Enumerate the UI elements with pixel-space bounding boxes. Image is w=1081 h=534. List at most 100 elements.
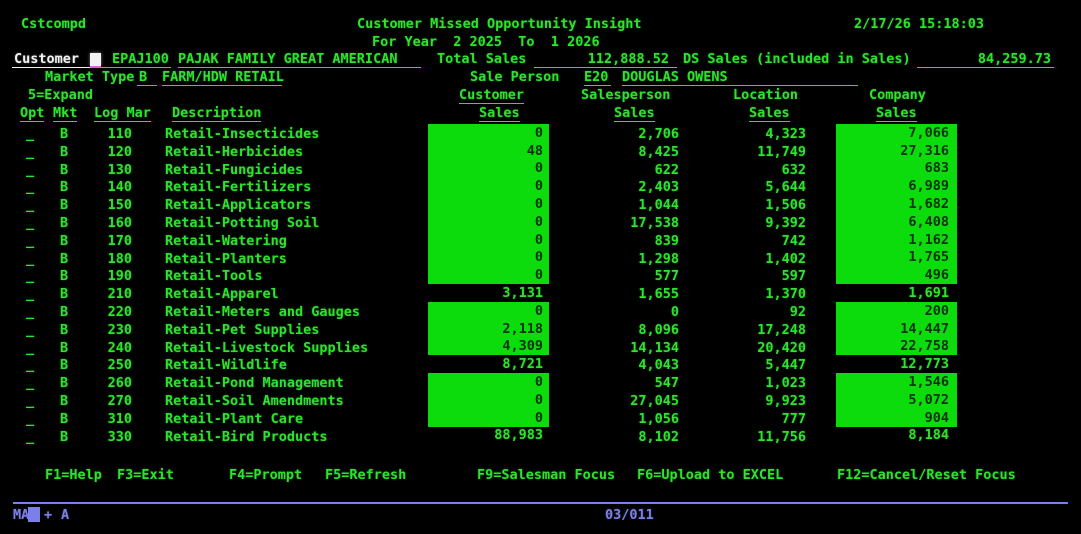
opt-input-field[interactable]: _	[26, 215, 35, 231]
customer-sales-value: 0	[534, 124, 543, 141]
log-mar-value: 270	[107, 393, 132, 409]
company-sales-cell: 22,758	[836, 337, 957, 356]
customer-sales-cell: 4,309	[428, 337, 549, 356]
description-value: Retail-Fungicides	[165, 161, 304, 178]
company-sales-value: 1,682	[908, 196, 949, 213]
column-group-customer: Customer	[459, 87, 525, 104]
fkey-help[interactable]: F1=Help	[45, 467, 102, 483]
customer-sales-cell: 0	[428, 408, 549, 427]
salesperson-sales-value: 2,403	[638, 179, 679, 196]
salesperson-sales-value: 8,102	[638, 428, 679, 445]
mkt-value: B	[60, 286, 69, 303]
opt-input-field[interactable]: _	[26, 410, 35, 427]
opt-input-field[interactable]: _	[26, 428, 35, 445]
column-header-location-sales: Sales	[749, 105, 790, 122]
description-value: Retail-Potting Soil	[165, 215, 320, 231]
description-value: Retail-Applicators	[165, 197, 312, 214]
log-mar-value: 130	[107, 161, 132, 178]
company-sales-value: 8,184	[908, 427, 949, 444]
total-sales-value: 112,888.52	[534, 52, 677, 68]
location-sales-value: 4,323	[765, 126, 806, 142]
fkey-exit[interactable]: F3=Exit	[117, 467, 174, 483]
location-sales-value: 9,923	[765, 393, 806, 409]
log-mar-value: 140	[107, 179, 132, 196]
opt-input-field[interactable]: _	[26, 286, 35, 303]
program-name: Cstcompd	[21, 16, 87, 32]
customer-sales-value: 0	[534, 231, 543, 248]
table-row: _ B 140 Retail-Fertilizers 0 2,403 5,644…	[0, 177, 1081, 196]
customer-sales-value: 4,309	[502, 338, 543, 355]
description-value: Retail-Wildlife	[165, 357, 287, 374]
table-row: _ B 240 Retail-Livestock Supplies 4,309 …	[0, 337, 1081, 356]
customer-code-field[interactable]: EPAJ100	[90, 52, 171, 68]
column-header-opt: Opt	[20, 105, 45, 122]
location-sales-value: 17,248	[757, 321, 806, 338]
opt-input-field[interactable]: _	[26, 357, 35, 374]
opt-input-field[interactable]: _	[26, 179, 35, 196]
opt-input-field[interactable]: _	[26, 375, 35, 392]
mkt-value: B	[60, 339, 69, 356]
fkey-prompt[interactable]: F4=Prompt	[229, 467, 303, 483]
fkey-cancel-reset[interactable]: F12=Cancel/Reset Focus	[837, 467, 1016, 483]
table-row: _ B 260 Retail-Pond Management 0 547 1,0…	[0, 373, 1081, 391]
opt-input-field[interactable]: _	[26, 339, 35, 356]
column-header-mkt: Mkt	[53, 105, 78, 122]
oia-separator-line	[13, 502, 1068, 504]
oia-system-indicator: MA	[13, 507, 30, 523]
salesperson-sales-value: 1,044	[638, 197, 679, 214]
location-sales-value: 5,644	[765, 179, 806, 196]
table-row: _ B 220 Retail-Meters and Gauges 0 0 92 …	[0, 302, 1081, 320]
log-mar-value: 260	[107, 375, 132, 392]
table-row: _ B 190 Retail-Tools 0 577 597 496	[0, 266, 1081, 285]
log-mar-value: 160	[107, 215, 132, 231]
opt-input-field[interactable]: _	[26, 268, 35, 285]
company-sales-value: 1,546	[908, 374, 949, 391]
customer-sales-cell: 0	[428, 124, 549, 142]
customer-sales-value: 0	[534, 302, 543, 319]
company-sales-cell: 5,072	[836, 391, 957, 409]
location-sales-value: 1,370	[765, 286, 806, 303]
company-sales-cell: 683	[836, 159, 957, 178]
company-sales-value: 904	[924, 409, 949, 426]
table-row: _ B 130 Retail-Fungicides 0 622 632 683	[0, 159, 1081, 178]
customer-sales-cell: 0	[428, 159, 549, 178]
table-row: _ B 170 Retail-Watering 0 839 742 1,162	[0, 230, 1081, 249]
customer-sales-cell: 0	[428, 195, 549, 213]
opt-input-field[interactable]: _	[26, 143, 35, 160]
column-group-company: Company	[869, 87, 926, 103]
fkey-salesman-focus[interactable]: F9=Salesman Focus	[477, 467, 616, 483]
opt-input-field[interactable]: _	[26, 321, 35, 338]
opt-input-field[interactable]: _	[26, 232, 35, 249]
oia-keyboard-indicator: A	[61, 507, 70, 523]
log-mar-value: 330	[107, 428, 132, 445]
company-sales-cell: 1,162	[836, 230, 957, 249]
location-sales-value: 92	[789, 304, 806, 320]
log-mar-value: 220	[107, 304, 132, 320]
opt-input-field[interactable]: _	[26, 250, 35, 267]
company-sales-cell: 1,546	[836, 373, 957, 391]
opt-input-field[interactable]: _	[26, 126, 35, 142]
mkt-value: B	[60, 428, 69, 445]
customer-name-field[interactable]: PAJAK FAMILY GREAT AMERICAN	[178, 52, 421, 68]
location-sales-value: 632	[781, 161, 806, 178]
salesperson-sales-value: 1,298	[638, 250, 679, 267]
opt-input-field[interactable]: _	[26, 197, 35, 214]
customer-sales-value: 88,983	[494, 427, 543, 444]
opt-input-field[interactable]: _	[26, 393, 35, 409]
customer-sales-value: 0	[534, 178, 543, 195]
description-value: Retail-Apparel	[165, 286, 279, 303]
sale-person-label: Sale Person	[470, 69, 560, 85]
fkey-upload-excel[interactable]: F6=Upload to EXCEL	[637, 467, 784, 483]
market-type-field[interactable]: B	[137, 70, 157, 86]
fkey-refresh[interactable]: F5=Refresh	[325, 467, 407, 483]
customer-sales-cell: 0	[428, 177, 549, 196]
table-row: _ B 160 Retail-Potting Soil 0 17,538 9,3…	[0, 213, 1081, 231]
opt-input-field[interactable]: _	[26, 161, 35, 178]
customer-sales-cell: 0	[428, 373, 549, 391]
customer-sales-cell: 0	[428, 391, 549, 409]
company-sales-cell: 12,773	[836, 355, 957, 373]
opt-input-field[interactable]: _	[26, 304, 35, 320]
salesperson-sales-value: 577	[654, 268, 679, 285]
sale-person-code-field[interactable]: E20	[584, 70, 611, 86]
